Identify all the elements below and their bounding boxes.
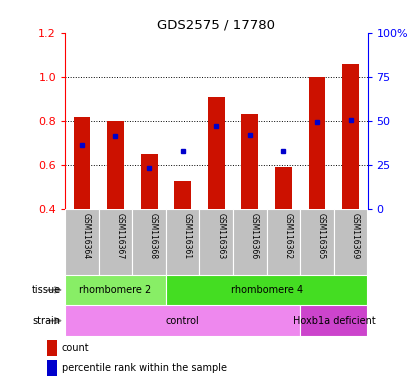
Text: rhombomere 2: rhombomere 2 xyxy=(79,285,152,295)
Bar xyxy=(74,117,90,209)
Text: GSM116365: GSM116365 xyxy=(317,213,326,259)
Text: GSM116369: GSM116369 xyxy=(351,213,360,259)
Bar xyxy=(309,77,326,209)
Text: GSM116366: GSM116366 xyxy=(250,213,259,259)
Bar xyxy=(200,209,233,275)
Bar xyxy=(342,63,359,209)
Text: GSM116368: GSM116368 xyxy=(149,213,158,259)
Bar xyxy=(141,154,158,209)
Bar xyxy=(166,275,368,305)
Bar xyxy=(275,167,292,209)
Text: GSM116361: GSM116361 xyxy=(183,213,192,259)
Bar xyxy=(300,305,368,336)
Bar xyxy=(233,209,267,275)
Bar xyxy=(47,360,57,376)
Text: GSM116363: GSM116363 xyxy=(216,213,225,259)
Text: control: control xyxy=(166,316,200,326)
Text: GSM116362: GSM116362 xyxy=(284,213,292,259)
Bar xyxy=(47,341,57,356)
Bar xyxy=(334,209,368,275)
Bar xyxy=(208,97,225,209)
Text: GSM116364: GSM116364 xyxy=(82,213,91,259)
Bar xyxy=(166,209,200,275)
Text: GSM116367: GSM116367 xyxy=(116,213,124,259)
Text: count: count xyxy=(62,343,89,353)
Text: tissue: tissue xyxy=(32,285,61,295)
Bar xyxy=(65,305,300,336)
Text: strain: strain xyxy=(33,316,61,326)
Text: rhombomere 4: rhombomere 4 xyxy=(231,285,303,295)
Bar xyxy=(241,114,258,209)
Bar xyxy=(300,209,334,275)
Bar xyxy=(132,209,166,275)
Bar xyxy=(107,121,124,209)
Text: percentile rank within the sample: percentile rank within the sample xyxy=(62,363,227,373)
Bar xyxy=(99,209,132,275)
Text: Hoxb1a deficient: Hoxb1a deficient xyxy=(292,316,375,326)
Bar xyxy=(174,180,191,209)
Title: GDS2575 / 17780: GDS2575 / 17780 xyxy=(158,18,275,31)
Bar xyxy=(267,209,300,275)
Bar xyxy=(65,275,166,305)
Bar xyxy=(65,209,99,275)
